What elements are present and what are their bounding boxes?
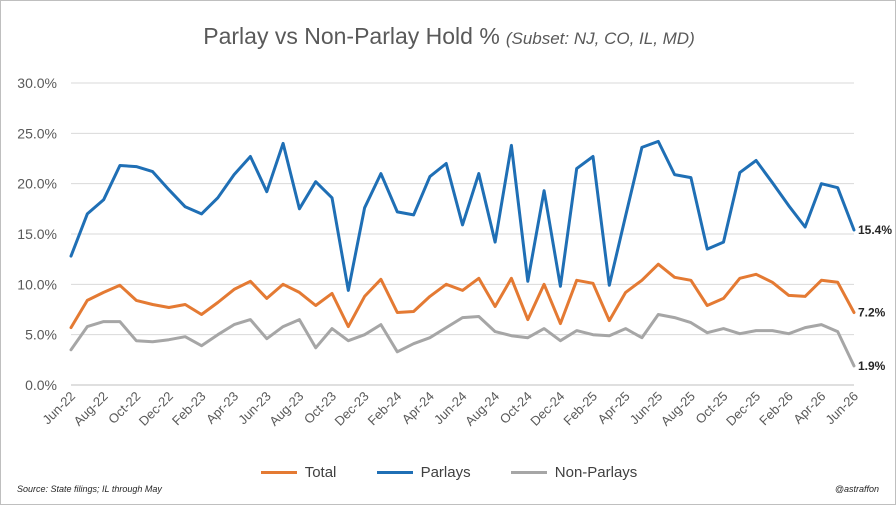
- x-tick-label: Feb-24: [365, 389, 405, 429]
- x-tick-label: Apr-25: [595, 389, 633, 427]
- x-tick-label: Dec-25: [723, 389, 763, 429]
- x-tick-label: Dec-23: [331, 389, 371, 429]
- x-tick-label: Jun-26: [822, 389, 861, 428]
- x-tick-label: Dec-22: [136, 389, 176, 429]
- legend-item-non-parlays: Non-Parlays: [510, 463, 638, 481]
- end-label-non-parlays: 1.9%: [858, 359, 886, 373]
- legend-swatch-total: [260, 471, 297, 475]
- legend-item-total: Total: [260, 463, 337, 481]
- x-tick-label: Aug-22: [70, 389, 110, 429]
- series-line-total: [69, 262, 856, 330]
- author-credit: @astraffon: [834, 484, 879, 494]
- x-tick-label: Jun-25: [627, 389, 666, 428]
- x-tick-label: Dec-24: [527, 389, 567, 429]
- x-tick-label: Aug-24: [462, 389, 502, 429]
- end-label-total: 7.2%: [858, 306, 886, 320]
- end-label-parlays: 15.4%: [858, 223, 892, 237]
- x-tick-label: Jun-24: [431, 389, 470, 428]
- legend-label-non-parlays: Non-Parlays: [554, 463, 638, 481]
- legend-swatch-parlays: [376, 471, 413, 475]
- x-tick-label: Apr-26: [790, 389, 828, 427]
- series-line-parlays: [69, 139, 856, 292]
- x-tick-label: Feb-26: [756, 389, 796, 429]
- y-tick-label: 30.0%: [17, 75, 57, 91]
- x-tick-label: Apr-23: [203, 389, 241, 427]
- x-tick-label: Aug-23: [266, 389, 306, 429]
- legend: Total Parlays Non-Parlays: [1, 463, 896, 481]
- y-tick-label: 15.0%: [17, 226, 57, 242]
- x-tick-label: Jun-23: [235, 389, 274, 428]
- x-tick-label: Aug-25: [658, 389, 698, 429]
- x-tick-label: Jun-22: [39, 389, 78, 428]
- source-note: Source: State filings; IL through May: [17, 484, 162, 494]
- legend-label-parlays: Parlays: [420, 463, 471, 481]
- y-tick-label: 25.0%: [17, 125, 57, 141]
- series-line-non-parlays: [69, 313, 856, 368]
- chart-subtitle: (Subset: NJ, CO, IL, MD): [505, 29, 695, 48]
- chart-title: Parlay vs Non-Parlay Hold % (Subset: NJ, …: [1, 23, 896, 50]
- y-tick-label: 10.0%: [17, 276, 57, 292]
- y-tick-label: 5.0%: [25, 327, 57, 343]
- y-tick-label: 0.0%: [25, 377, 57, 393]
- y-tick-label: 20.0%: [17, 176, 57, 192]
- legend-swatch-non-parlays: [510, 471, 547, 475]
- x-tick-label: Feb-23: [169, 389, 209, 429]
- legend-label-total: Total: [304, 463, 337, 481]
- x-tick-label: Feb-25: [560, 389, 600, 429]
- legend-item-parlays: Parlays: [376, 463, 471, 481]
- x-tick-label: Apr-24: [399, 389, 437, 427]
- chart-title-main: Parlay vs Non-Parlay Hold %: [203, 23, 500, 49]
